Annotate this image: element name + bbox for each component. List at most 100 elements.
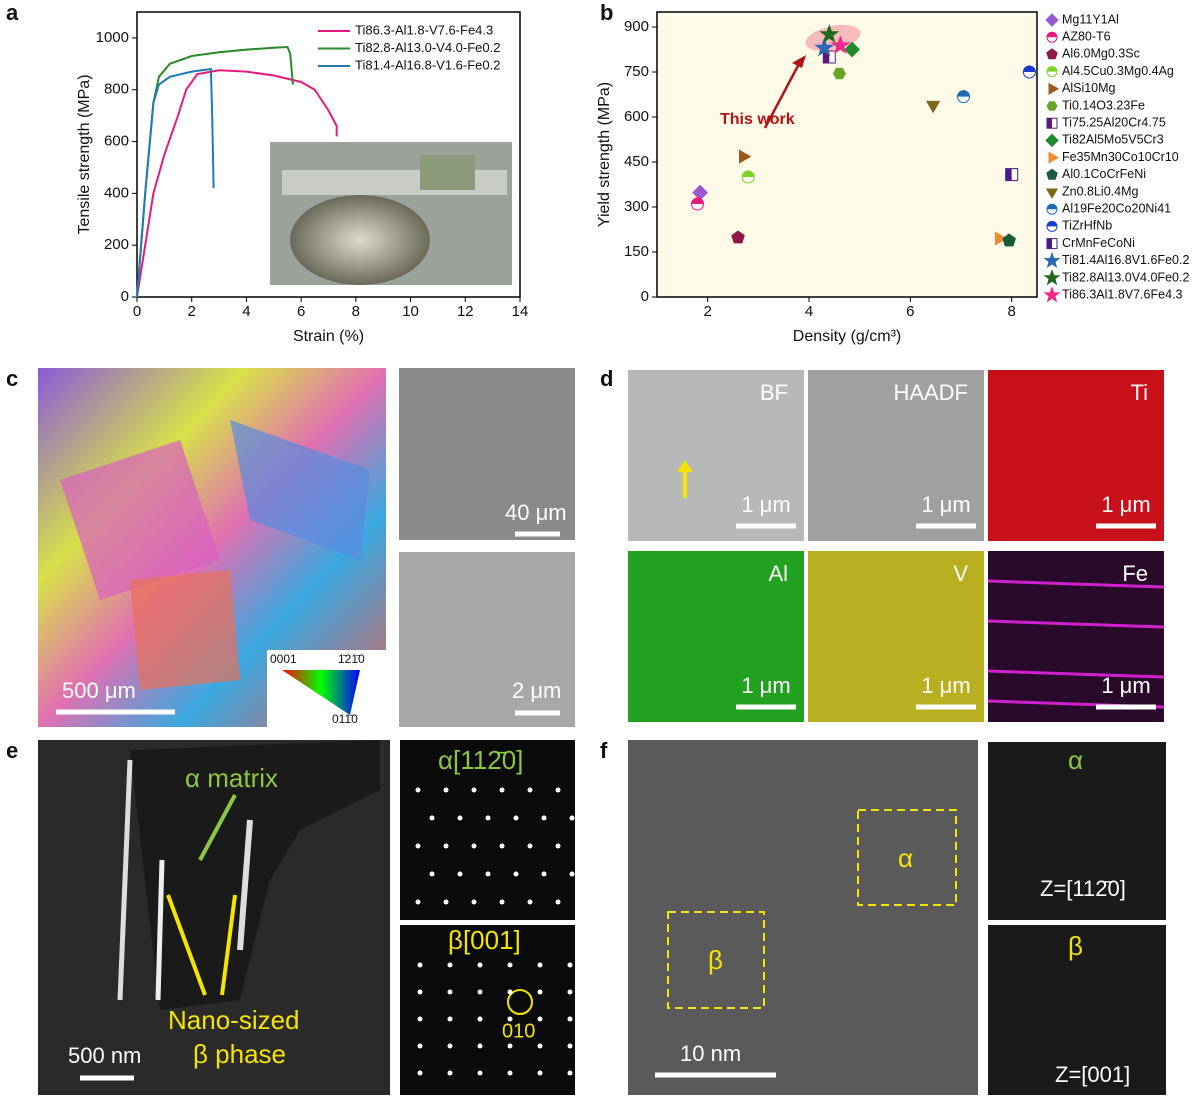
diffraction-spot [448,990,453,995]
legend-label: CrMnFeCoNi [1062,236,1135,250]
diffraction-spot [418,1044,423,1049]
data-point [1047,189,1057,198]
panel-label: d [600,366,613,391]
marker-half [1047,221,1057,226]
scale-label: 1 μm [1101,492,1150,517]
diffraction-spot [478,1071,483,1076]
y-tick-label: 600 [624,108,649,125]
diffraction-spot [472,900,477,905]
y-tick-label: 800 [104,81,129,98]
diffraction-spot [556,788,561,793]
diffraction-spot [416,844,421,849]
diffraction-spot [542,816,547,821]
diffraction-spot [568,963,573,968]
scale-label: 1 μm [921,673,970,698]
diffraction-spot [430,816,435,821]
diffraction-spot [508,1017,513,1022]
legend-label: Zn0.8Li0.4Mg [1062,184,1138,198]
ipf-label: 1̄21̄0 [338,652,365,666]
spot-label: 010 [502,1020,535,1042]
scale-label: 1 μm [741,492,790,517]
channel-label: V [953,561,968,586]
channel-label: Ti [1130,380,1148,405]
data-point [1045,288,1059,302]
diffraction-spot [500,788,505,793]
sample [290,195,430,285]
marker-half [1047,67,1057,72]
x-tick-label: 8 [1007,303,1015,320]
y-axis-label: Yield strength (MPa) [596,82,613,227]
diffraction-spot [538,990,543,995]
figure: 0246810121402004006008001000Strain (%)Te… [0,0,1197,1097]
x-axis-label: Density (g/cm³) [793,328,901,345]
diffraction-spot [458,816,463,821]
marker-half [1047,239,1052,249]
panel-label: c [6,366,18,391]
fft-label: β [1068,931,1083,961]
y-tick-label: 450 [624,153,649,170]
legend-label: Ti82Al5Mo5V5Cr3 [1062,133,1164,147]
x-tick-label: 12 [457,303,474,320]
x-axis-label: Strain (%) [293,328,364,345]
diffraction-spot [478,1017,483,1022]
diffraction-spot [514,816,519,821]
diffraction-spot [444,900,449,905]
annotation: α matrix [185,763,278,793]
diffraction-spot [568,1044,573,1049]
scale-label: 10 nm [680,1041,741,1066]
legend-label: Ti86.3Al1.8V7.6Fe4.3 [1062,287,1182,301]
zone-axis: Z=[001] [1055,1062,1130,1087]
legend-label: AZ80-T6 [1062,29,1111,43]
data-point [1046,134,1058,146]
data-point [1047,102,1057,111]
diffraction-spot [508,1071,513,1076]
y-tick-label: 150 [624,243,649,260]
diffraction-spot [418,1071,423,1076]
fft-label: α [1068,745,1083,775]
marker-half [1047,118,1052,128]
data-point [1049,84,1058,94]
diffraction-spot [418,963,423,968]
diffraction-spot [444,844,449,849]
legend-label: Ti82.8-Al13.0-V4.0-Fe0.2 [355,40,500,55]
data-point [1047,49,1057,59]
yield-chart: 24680150300450600750900Density (g/cm³)Yi… [596,12,1189,345]
x-tick-label: 6 [297,303,305,320]
diffraction-spot [478,990,483,995]
scale-label: 1 μm [741,673,790,698]
diffraction-spot [478,1044,483,1049]
ipf-label: 011̄0 [332,712,358,726]
legend-label: Al19Fe20Co20Ni41 [1062,201,1171,215]
diffraction-spot [538,963,543,968]
diffraction-spot [416,900,421,905]
diffraction-spot [486,872,491,877]
legend-label: Al4.5Cu0.3Mg0.4Ag [1062,64,1174,78]
diffraction-spot [444,788,449,793]
x-tick-label: 10 [402,303,419,320]
plot-background [657,12,1037,297]
diffraction-spot [418,990,423,995]
region-label: β [708,945,723,975]
diffraction-spot [500,844,505,849]
channel-label: BF [760,380,788,405]
legend-label: Al0.1CoCrFeNi [1062,167,1146,181]
legend-label: Ti82.8Al13.0V4.0Fe0.2 [1062,270,1189,284]
panel-label: f [600,738,608,763]
scale-label: 500 μm [62,678,136,703]
marker-half [1047,204,1057,209]
grain [130,570,240,690]
y-tick-label: 900 [624,18,649,35]
x-tick-label: 2 [188,303,196,320]
y-tick-label: 600 [104,133,129,150]
channel-label: Fe [1122,561,1148,586]
diffraction-spot [538,1071,543,1076]
y-axis-label: Tensile strength (MPa) [76,74,93,234]
marker-half [1047,32,1057,37]
data-point [1046,14,1058,26]
diffraction-spot [448,963,453,968]
scale-label: 40 μm [505,500,567,525]
y-tick-label: 750 [624,63,649,80]
data-point [833,68,845,78]
x-tick-label: 14 [512,303,529,320]
diffraction-spot [448,1017,453,1022]
